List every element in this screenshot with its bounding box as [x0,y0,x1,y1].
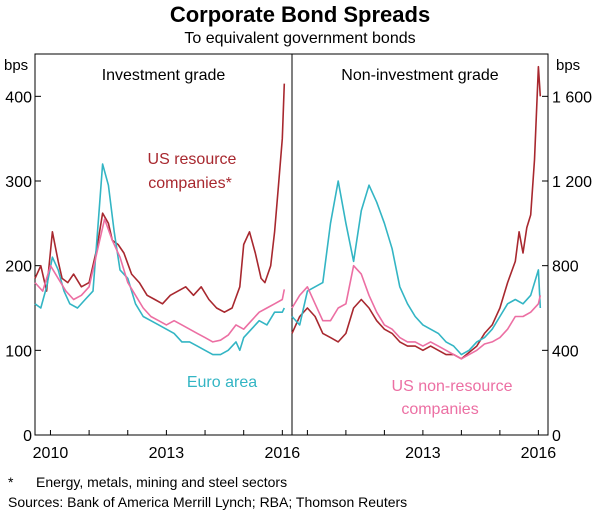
chart-frame [34,53,549,436]
investment-grade-xtick-label: 2013 [149,445,185,462]
non-investment-grade-ytick-label: 1 600 [552,89,592,106]
non-investment-grade-ytick-label: 1 200 [552,174,592,191]
investment-grade-euro-area-line [34,163,286,356]
chart-subtitle: To equivalent government bonds [184,30,416,47]
non-investment-grade-ytick-label: 800 [552,259,579,276]
footnote-text: Energy, metals, mining and steel sectors [36,474,288,490]
investment-grade-xtick-label: 2016 [265,445,301,462]
series-layer [34,65,542,360]
non-investment-grade-xtick-label: 2013 [405,445,441,462]
non-investment-grade-ytick-label: 400 [552,343,579,360]
non-investment-grade-ytick-label: 0 [552,428,561,445]
bond-spreads-chart: Investment grade bps 0 100 200 300 400 2010 2013… [4,53,592,462]
investment-grade-ytick-label: 0 [23,428,32,445]
labels-layer: Investment grade bps 0 100 200 300 400 2010 2013… [4,57,592,462]
investment-grade-ytick-label: 200 [5,259,32,276]
non-investment-grade-panel-title: Non-investment grade [341,67,499,84]
investment-grade-us-non-resource-line [34,218,286,343]
non-investment-grade-euro-area-line [291,180,542,356]
non-investment-grade-annotation: companies [401,401,478,418]
footnote-marker: * [8,474,14,490]
non-investment-grade-us-non-resource-line [291,264,542,360]
sources-note: Sources: Bank of America Merrill Lynch; … [8,494,408,510]
investment-grade-annotation: companies* [148,175,232,192]
investment-grade-ytick-label: 400 [5,89,32,106]
investment-grade-y-unit: bps [4,57,28,74]
non-investment-grade-y-unit: bps [556,57,580,74]
investment-grade-ytick-label: 300 [5,174,32,191]
investment-grade-annotation: Euro area [187,374,257,391]
non-investment-grade-xtick-label: 2016 [521,445,557,462]
non-investment-grade-us-resource-line [291,65,542,360]
investment-grade-annotation: US resource [148,151,237,168]
non-investment-grade-annotation: US non-resource [392,378,513,395]
footnote: * Energy, metals, mining and steel sector… [8,474,287,490]
investment-grade-panel-title: Investment grade [102,67,226,84]
investment-grade-ytick-label: 100 [5,343,32,360]
chart-title: Corporate Bond Spreads [169,2,431,27]
investment-grade-us-resource-line [34,83,286,314]
investment-grade-xtick-label: 2010 [33,445,69,462]
